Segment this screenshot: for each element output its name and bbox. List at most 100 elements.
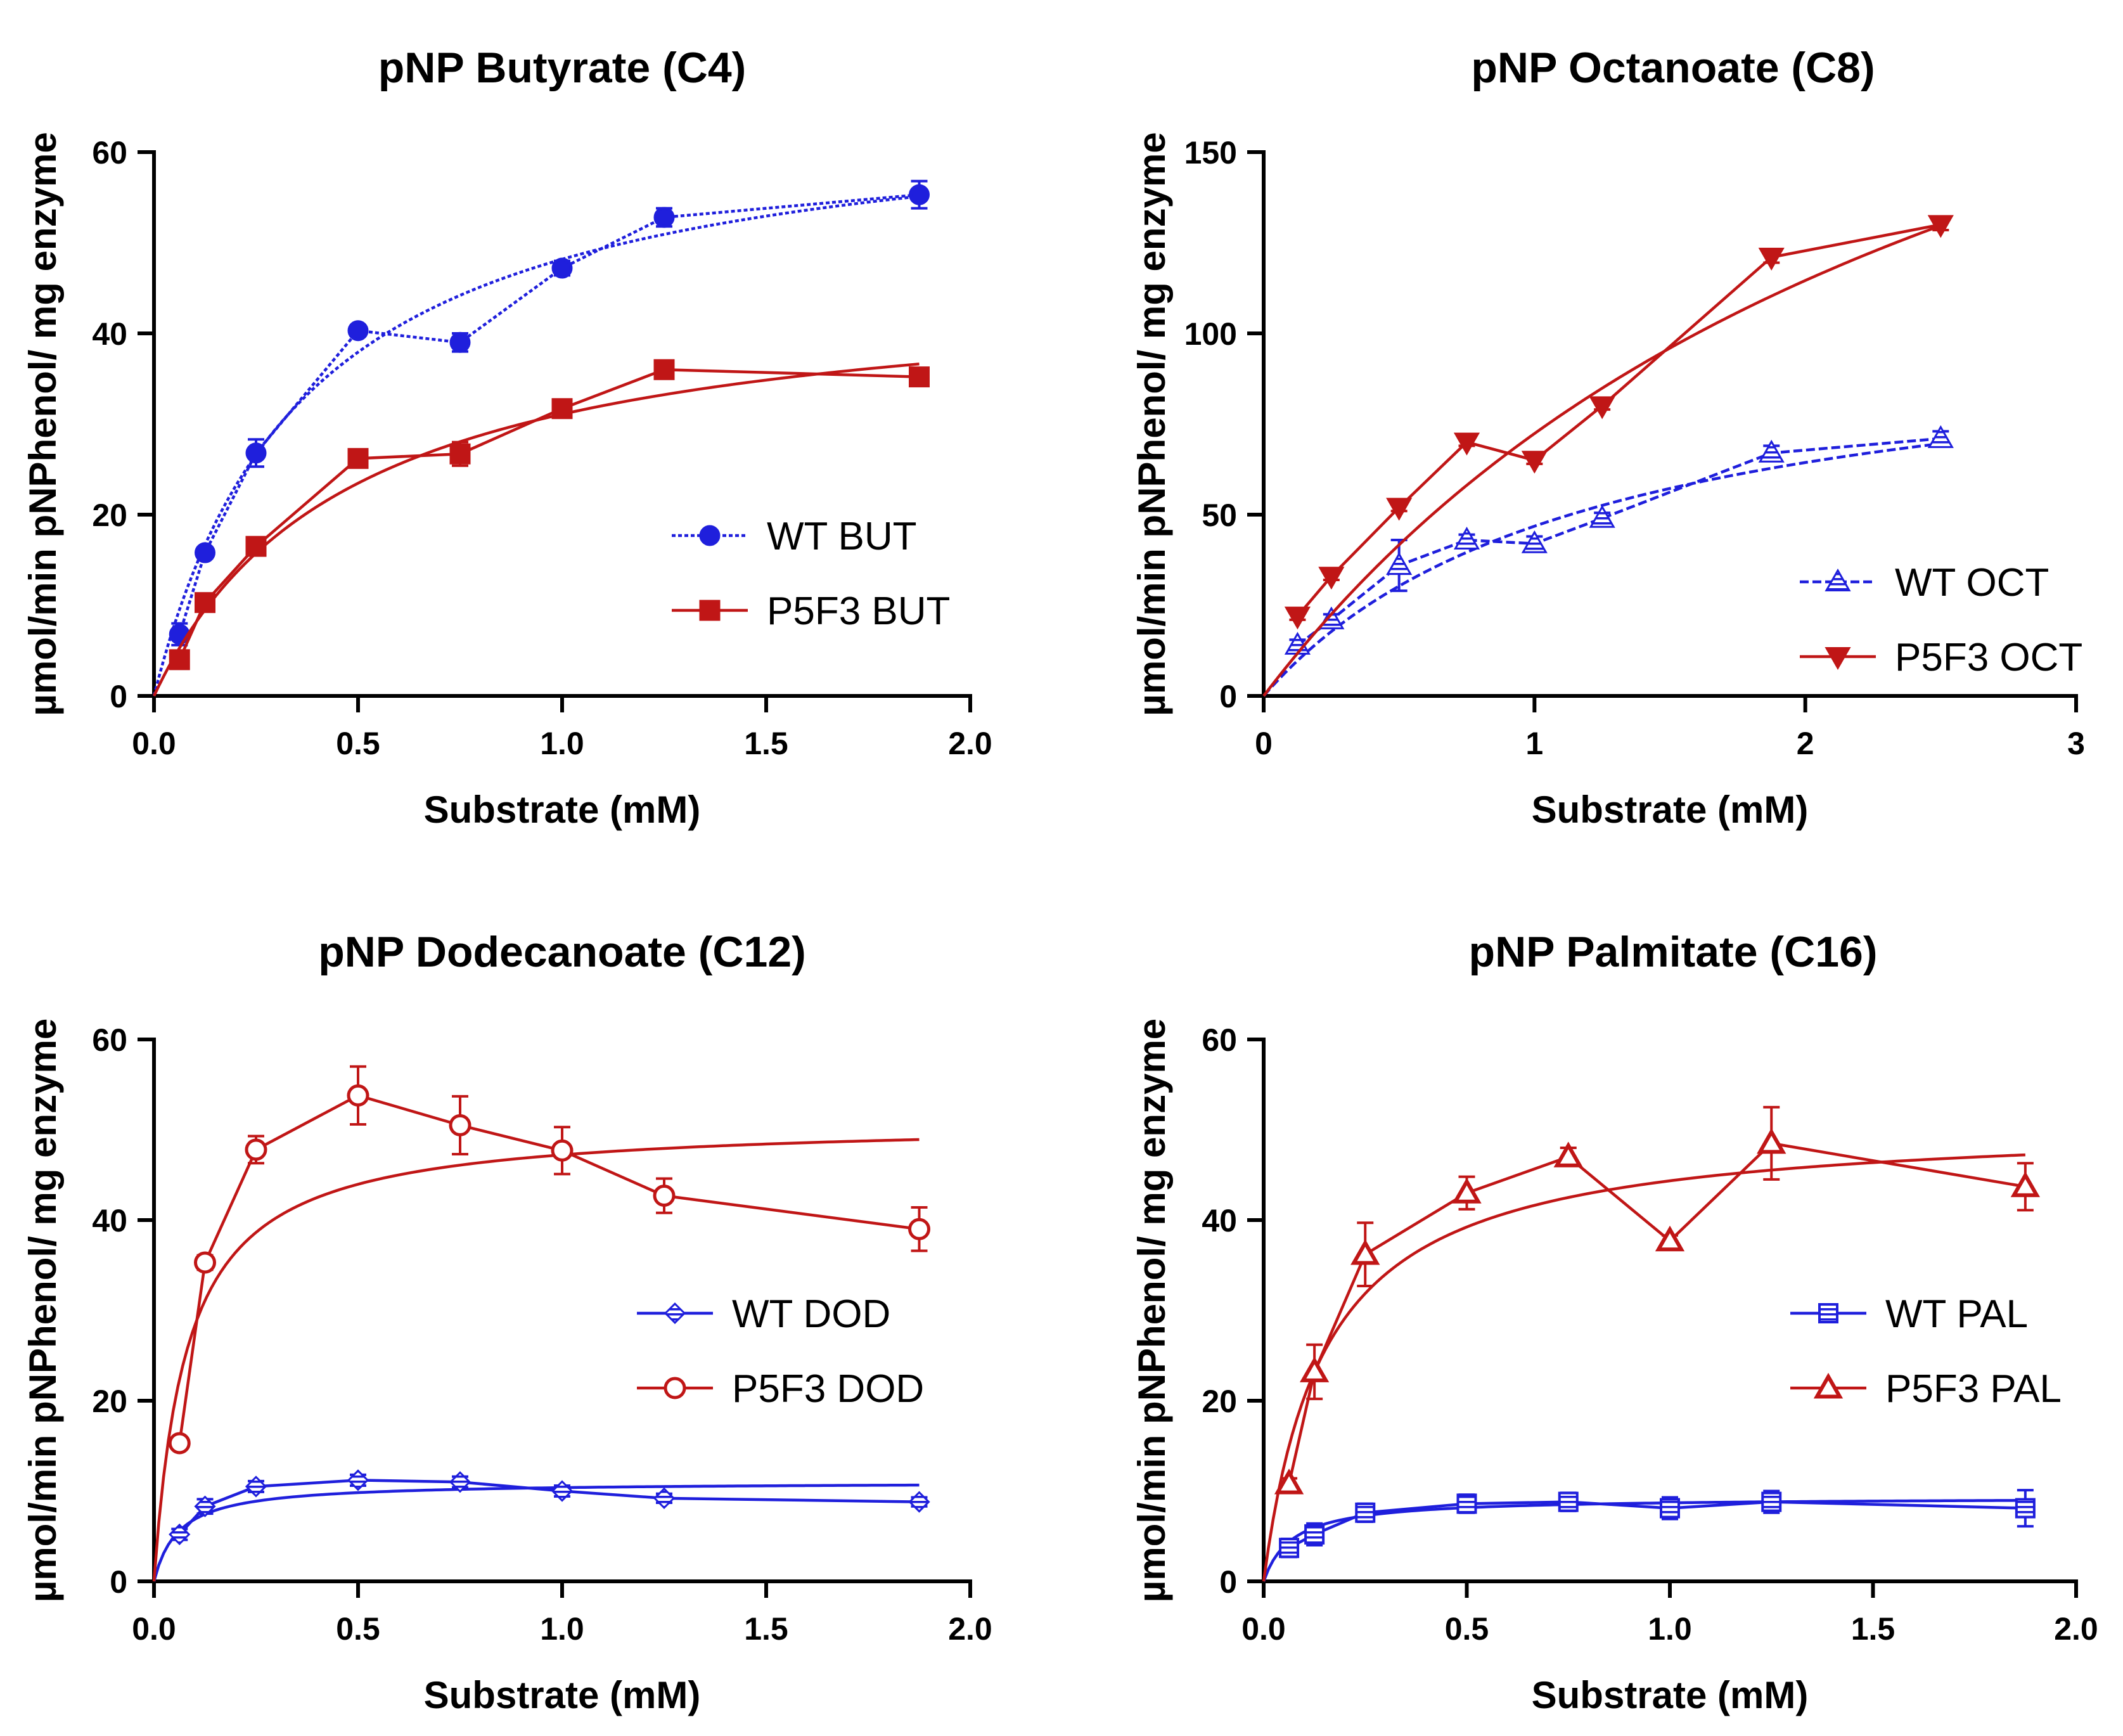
panel-dodecanoate: pNP Dodecanoate (C12) 0.0 0.5 1.0 1.5 2.0 0 20 4… [22, 928, 992, 1716]
data-point-marker [245, 442, 267, 464]
y-tick-label: 20 [92, 1384, 127, 1419]
data-point-marker [347, 320, 369, 342]
data-point-marker [347, 1084, 369, 1107]
data-point-marker [347, 1469, 369, 1491]
x-tick-label: 1.5 [744, 726, 788, 761]
x-tick-label: 0.5 [1445, 1611, 1489, 1647]
x-tick-label: 2.0 [2054, 1611, 2098, 1647]
data-point-marker [194, 1495, 216, 1517]
data-point-marker [1818, 1303, 1838, 1323]
data-point-marker [1318, 606, 1345, 629]
data-point-marker [2010, 1171, 2041, 1197]
y-tick-label: 0 [1219, 679, 1237, 714]
data-point-marker [1355, 1502, 1376, 1523]
data-point-marker [1757, 1128, 1786, 1154]
panel-butyrate: pNP Butyrate (C4) 0.0 0.5 1.0 1.5 2.0 0 20 40 60 S… [22, 44, 992, 831]
legend-entry: WT BUT [672, 515, 917, 558]
data-point-marker [908, 1491, 930, 1513]
series-wt-pal [1262, 1489, 2036, 1582]
data-point-marker [1299, 1356, 1330, 1382]
data-point-marker [1758, 439, 1785, 463]
y-tick-label: 0 [110, 679, 127, 714]
legend-label: WT BUT [767, 515, 917, 558]
data-point-marker [1553, 1141, 1583, 1167]
fit-curve [152, 1138, 920, 1582]
legend-label: WT OCT [1895, 561, 2049, 605]
data-point-marker [551, 257, 573, 279]
data-point-marker [195, 542, 215, 563]
chart-title: pNP Butyrate (C4) [378, 44, 747, 92]
data-point-marker [909, 184, 930, 205]
x-tick-label: 1.0 [1648, 1611, 1692, 1647]
y-tick-label: 60 [1202, 1022, 1237, 1058]
data-point-marker [1304, 1524, 1325, 1545]
data-point-marker [1350, 1239, 1380, 1265]
legend-entry: WT PAL [1790, 1292, 2028, 1336]
y-tick-label: 40 [92, 1203, 127, 1238]
y-tick-label: 40 [92, 316, 127, 352]
y-axis-label: µmol/min pNPhenol/ mg enzyme [1131, 1019, 1173, 1602]
series-p5f3-pal [1262, 1105, 2041, 1582]
data-point-marker [1927, 425, 1954, 448]
x-tick-label: 1.5 [744, 1611, 788, 1647]
x-tick-label: 1.0 [540, 726, 584, 761]
y-tick-label: 0 [110, 1564, 127, 1600]
data-point-marker [449, 1471, 471, 1493]
data-point-marker [1386, 552, 1413, 575]
x-axis-label: Substrate (mM) [424, 788, 701, 831]
legend-label: P5F3 PAL [1885, 1367, 2062, 1411]
series-line [1296, 223, 1941, 617]
data-point-marker [1589, 396, 1615, 420]
series-p5f3-but [152, 359, 930, 697]
fit-curve [1262, 1153, 2025, 1582]
legend-label: P5F3 DOD [732, 1367, 924, 1411]
data-point-marker [347, 447, 369, 469]
legend-entry: P5F3 OCT [1800, 636, 2082, 679]
y-axis-label: µmol/min pNPhenol/ mg enzyme [22, 1019, 64, 1602]
x-tick-label: 0 [1255, 726, 1273, 761]
data-point-marker [908, 1218, 930, 1240]
series-line [178, 1479, 920, 1536]
data-point-marker [1521, 530, 1548, 553]
legend-label: WT DOD [732, 1292, 890, 1336]
legend-label: P5F3 BUT [767, 589, 950, 633]
y-axis-label: µmol/min pNPhenol/ mg enzyme [1131, 132, 1173, 716]
data-point-marker [245, 1476, 267, 1498]
panel-palmitate: pNP Palmitate (C16) 0.0 0.5 1.0 1.5 2.0 0 20 40 6… [1131, 928, 2098, 1716]
data-point-marker [1318, 567, 1345, 590]
legend-entry: P5F3 BUT [672, 589, 950, 633]
series-wt-but [152, 179, 930, 697]
x-tick-label: 0.5 [336, 726, 380, 761]
data-point-marker [1453, 432, 1480, 456]
data-point-marker [2015, 1498, 2036, 1519]
fit-curve [1262, 1498, 2025, 1582]
x-tick-label: 1 [1525, 726, 1543, 761]
series-wt-dod [152, 1469, 930, 1582]
series-line [1288, 1500, 2025, 1550]
data-point-marker [1453, 527, 1480, 550]
x-tick-label: 3 [2067, 726, 2085, 761]
y-tick-label: 60 [92, 1022, 127, 1058]
data-point-marker [449, 331, 471, 353]
x-tick-label: 0.0 [1241, 1611, 1286, 1647]
x-tick-label: 0.0 [132, 726, 176, 761]
y-tick-label: 100 [1184, 316, 1237, 352]
data-point-marker [664, 1377, 686, 1399]
data-point-marker [449, 443, 471, 465]
data-point-marker [245, 536, 267, 557]
fit-curve [1262, 224, 1942, 697]
data-point-marker [1655, 1225, 1685, 1252]
data-point-marker [1456, 1493, 1477, 1514]
data-point-marker [909, 366, 930, 388]
data-point-marker [1813, 1372, 1844, 1399]
x-tick-label: 1.5 [1851, 1611, 1895, 1647]
legend-entry: WT DOD [637, 1292, 890, 1336]
x-tick-label: 2.0 [948, 726, 992, 761]
legend-entry: P5F3 PAL [1790, 1367, 2062, 1411]
y-tick-label: 50 [1202, 498, 1237, 533]
y-tick-label: 0 [1219, 1564, 1237, 1600]
data-point-marker [194, 1251, 216, 1274]
panel-octanoate: pNP Octanoate (C8) 0 1 2 3 0 50 100 150 Substrate… [1131, 44, 2085, 831]
series-line [1287, 1141, 2026, 1484]
